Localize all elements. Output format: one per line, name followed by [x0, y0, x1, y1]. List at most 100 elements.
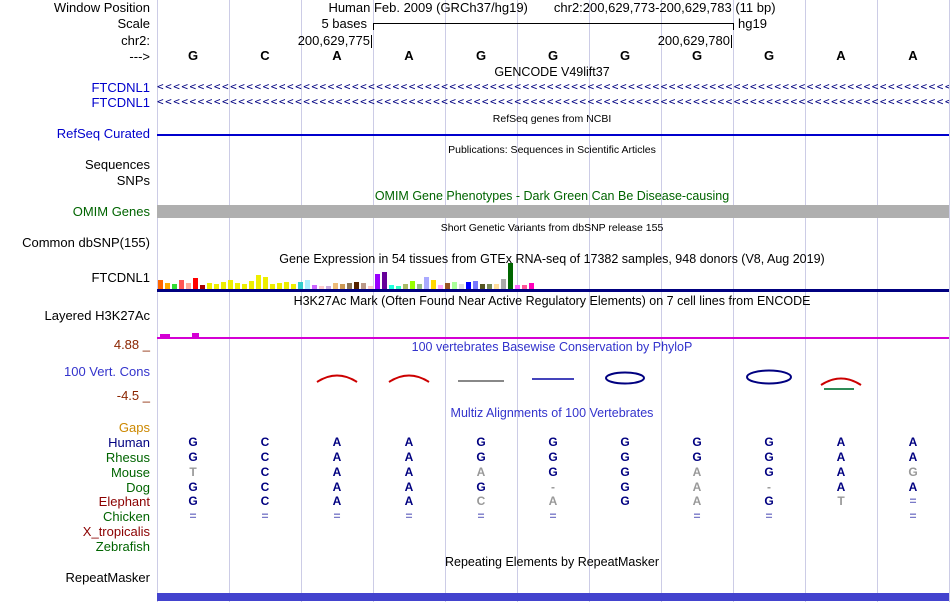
alignment-cell: G — [548, 435, 558, 449]
alignment-cell: G — [620, 435, 630, 449]
left-label-refseq-curated[interactable]: RefSeq Curated — [56, 126, 150, 141]
alignment-cell: A — [692, 465, 702, 479]
gtex-bar — [403, 284, 408, 289]
track-title-multiz-alignments-of-100-verte[interactable]: Multiz Alignments of 100 Vertebrates — [450, 406, 654, 420]
left-label-ftcdnl1[interactable]: FTCDNL1 — [91, 270, 150, 285]
gtex-bar — [186, 283, 191, 289]
alignment-cell: = — [189, 509, 197, 523]
alignment-cell: T — [837, 494, 845, 508]
alignment-cell: = — [405, 509, 413, 523]
left-label-4-88[interactable]: 4.88 _ — [113, 337, 150, 352]
base-letter: A — [836, 48, 846, 63]
species-label-rhesus[interactable]: Rhesus — [105, 450, 150, 465]
gtex-bar — [389, 285, 394, 289]
alignment-cell: C — [260, 465, 270, 479]
left-label-layered-h3k27ac[interactable]: Layered H3K27Ac — [44, 308, 150, 323]
left-label-common-dbsnp-155[interactable]: Common dbSNP(155) — [22, 235, 150, 250]
gtex-bar — [452, 282, 457, 289]
species-label-dog[interactable]: Dog — [126, 480, 150, 495]
track-title-refseq-genes-from-ncbi[interactable]: RefSeq genes from NCBI — [492, 113, 612, 125]
alignment-cell: G — [188, 480, 198, 494]
gtex-bar — [515, 285, 520, 289]
alignment-cell: A — [332, 435, 342, 449]
conservation-glyph — [605, 371, 645, 385]
left-label-window-position[interactable]: Window Position — [53, 0, 150, 15]
left-label-ftcdnl1[interactable]: FTCDNL1 — [91, 80, 150, 95]
grid-line — [733, 0, 734, 602]
species-label-chicken[interactable]: Chicken — [103, 509, 150, 524]
alignment-cell: A — [332, 465, 342, 479]
grid-line — [373, 0, 374, 602]
alignment-cell: A — [332, 494, 342, 508]
h3k27ac-track-line[interactable] — [157, 337, 949, 339]
alignment-cell: G — [188, 435, 198, 449]
gtex-bar — [333, 283, 338, 289]
gtex-bar — [340, 284, 345, 289]
track-title-repeating-elements-by-repeatma[interactable]: Repeating Elements by RepeatMasker — [444, 555, 659, 569]
gencode-transcript-row[interactable]: <<<<<<<<<<<<<<<<<<<<<<<<<<<<<<<<<<<<<<<<… — [157, 81, 949, 93]
track-title-omim-gene-phenotypes-dark-gree[interactable]: OMIM Gene Phenotypes - Dark Green Can Be… — [374, 189, 730, 203]
bottom-track-bar[interactable] — [157, 593, 949, 601]
base-letter: G — [691, 48, 703, 63]
track-title-gene-expression-in-54-tissues-[interactable]: Gene Expression in 54 tissues from GTEx … — [279, 252, 825, 266]
track-title-gencode-v49lift37[interactable]: GENCODE V49lift37 — [494, 65, 610, 79]
gtex-bar — [298, 282, 303, 289]
gtex-bar — [200, 285, 205, 289]
omim-genes-bar[interactable] — [157, 205, 949, 218]
gtex-bar — [354, 282, 359, 289]
alignment-cell: A — [836, 450, 846, 464]
species-label-x-tropicalis[interactable]: X_tropicalis — [82, 524, 150, 539]
left-label-repeatmasker[interactable]: RepeatMasker — [65, 570, 150, 585]
alignment-cell: A — [908, 435, 918, 449]
track-title-publications-sequences-in-scie[interactable]: Publications: Sequences in Scientific Ar… — [448, 144, 656, 156]
gtex-bar — [214, 284, 219, 289]
gtex-bar — [284, 282, 289, 289]
species-label-zebrafish[interactable]: Zebrafish — [95, 539, 150, 554]
species-label-gaps[interactable]: Gaps — [118, 420, 150, 435]
base-letter: G — [187, 48, 199, 63]
alignment-cell: A — [332, 480, 342, 494]
left-label-ftcdnl1[interactable]: FTCDNL1 — [91, 95, 150, 110]
left-label-chr2[interactable]: chr2: — [121, 33, 150, 48]
gtex-bar — [228, 280, 233, 289]
alignment-cell: G — [548, 450, 558, 464]
base-letter: C — [260, 48, 270, 63]
gtex-bar — [158, 280, 163, 289]
gtex-bar — [501, 279, 506, 289]
left-label-snps[interactable]: SNPs — [116, 173, 150, 188]
gene-model-line[interactable] — [157, 289, 949, 292]
gtex-bar — [522, 285, 527, 289]
species-label-human[interactable]: Human — [108, 435, 150, 450]
gtex-bar — [242, 284, 247, 289]
left-label-omim-genes[interactable]: OMIM Genes — [72, 204, 150, 219]
alignment-cell: A — [404, 494, 414, 508]
gtex-bar — [480, 284, 485, 289]
coordinate-tick-right — [731, 35, 732, 48]
track-title-h3k27ac-mark-often-found-near-[interactable]: H3K27Ac Mark (Often Found Near Active Re… — [293, 294, 811, 308]
conservation-glyph — [316, 374, 358, 383]
alignment-cell: = — [909, 494, 917, 508]
alignment-cell: A — [332, 450, 342, 464]
gencode-transcript-row[interactable]: <<<<<<<<<<<<<<<<<<<<<<<<<<<<<<<<<<<<<<<<… — [157, 96, 949, 108]
left-label-sequences[interactable]: Sequences — [84, 157, 150, 172]
gtex-bar — [221, 282, 226, 289]
track-title-100-vertebrates-basewise-conse[interactable]: 100 vertebrates Basewise Conservation by… — [411, 340, 693, 354]
alignment-cell: G — [764, 450, 774, 464]
grid-line — [589, 0, 590, 602]
left-label-[interactable]: ---> — [129, 49, 150, 64]
refseq-curated-line[interactable] — [157, 134, 949, 136]
grid-line — [805, 0, 806, 602]
species-label-elephant[interactable]: Elephant — [98, 494, 150, 509]
grid-line — [229, 0, 230, 602]
gtex-bar — [207, 283, 212, 289]
gtex-bar — [291, 284, 296, 289]
alignment-cell: G — [188, 450, 198, 464]
left-label-scale[interactable]: Scale — [117, 16, 150, 31]
h3k27ac-peak — [192, 333, 199, 337]
left-label-100-vert-cons[interactable]: 100 Vert. Cons — [64, 364, 150, 379]
left-label-4-5[interactable]: -4.5 _ — [116, 388, 150, 403]
track-title-short-genetic-variants-from-db[interactable]: Short Genetic Variants from dbSNP releas… — [440, 222, 664, 234]
species-label-mouse[interactable]: Mouse — [110, 465, 150, 480]
gtex-bar — [312, 285, 317, 289]
